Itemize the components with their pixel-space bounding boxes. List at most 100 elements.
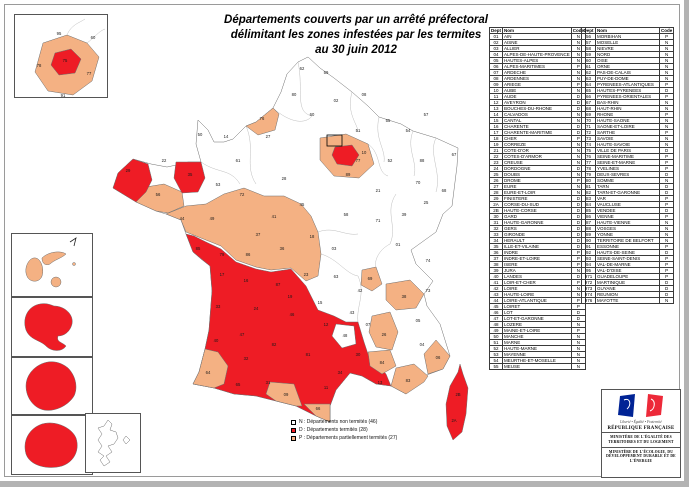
dept-number-label: 38: [402, 294, 407, 299]
france-map-svg: 59 62 80 76 27 60 02 08 51 10 55 54 57 67 68 88 52 89 21 70…: [112, 56, 469, 441]
dept-number-label: 06: [436, 355, 441, 360]
legend-label: N : Départements non termités (46): [299, 419, 378, 425]
region-35-ille-et-vilaine: [173, 161, 206, 194]
dept-number-label: 29: [126, 168, 131, 173]
north-arrow-icon: [69, 237, 77, 247]
french-flag-logo: [602, 390, 680, 420]
dept-number-label: 03: [332, 246, 337, 251]
dept-number-label: 65: [236, 382, 241, 387]
idf-dept-number-label: 60: [91, 35, 96, 40]
region-corsica: [445, 363, 469, 441]
page-frame: [4, 4, 680, 477]
dept-number-label: 80: [292, 92, 297, 97]
dept-border-squiggle: [367, 143, 389, 177]
col-header-dept: Dept: [489, 27, 503, 34]
region-76-seine-maritime: [245, 107, 280, 136]
dept-number-label: 46: [290, 312, 295, 317]
region-06-alpes-maritimes: [423, 339, 451, 375]
dept-number-label: 61: [236, 158, 241, 163]
dept-number-label: 57: [424, 112, 429, 117]
dept-number-label: 48: [343, 333, 348, 338]
dept-number-label: 13: [378, 380, 383, 385]
dept-number-label: 27: [266, 134, 271, 139]
guadeloupe-islet: [72, 262, 76, 266]
dept-table-2: Dept Nom Code 56 MORBIHAN P 57 MOSELLE N 58 NIE…: [581, 27, 675, 304]
legend-swatch: [291, 419, 296, 425]
cell-dept: 55: [489, 363, 503, 370]
dept-number-label: 01: [396, 242, 401, 247]
legend-label: D : Départements termités (28): [299, 427, 368, 433]
region-29-finistere: [112, 158, 153, 203]
dept-number-label: 24: [254, 306, 259, 311]
dept-border-squiggle: [375, 243, 391, 268]
departments-table-2: Dept Nom Code 56 MORBIHAN P 57 MOSELLE N 58 NIE…: [581, 27, 678, 304]
dept-number-label: 76: [260, 116, 265, 121]
dept-number-label: 59: [324, 70, 329, 75]
dept-number-label: 08: [362, 92, 367, 97]
guadeloupe-svg: [25, 237, 77, 288]
dept-number-label: 81: [306, 352, 311, 357]
region-64-pyrenees-atlantiques: [192, 348, 229, 389]
departments-table-1: Dept Nom Code 01 AIN N 02 AISNE N 03 ALLIER N 04 A…: [489, 27, 587, 370]
title-line-1: Départements couverts par un arrêté préf…: [224, 14, 488, 26]
dept-number-label: 42: [358, 288, 363, 293]
region-84-vaucluse: [367, 349, 397, 375]
dept-number-label: 32: [244, 356, 249, 361]
mayotte-svg: [97, 419, 131, 467]
idf-inset-map: 95 60 78 75 77 91: [14, 14, 108, 98]
dept-number-label: 14: [224, 134, 229, 139]
dept-number-label: 44: [180, 216, 185, 221]
dept-number-label: 37: [256, 232, 261, 237]
title-line-2: délimitant les zones infestées par les t…: [230, 29, 482, 41]
dept-border-squiggle: [297, 61, 313, 117]
republic-name: RÉPUBLIQUE FRANÇAISE: [607, 426, 675, 431]
cell-nom: MAYOTTE: [595, 297, 660, 304]
legend-swatch: [291, 427, 296, 433]
dept-border-squiggle: [357, 275, 362, 323]
dept-border-squiggle: [377, 116, 385, 163]
legend-item-partial: P : Départements partiellement termités …: [291, 434, 397, 442]
dept-number-label: 18: [310, 234, 315, 239]
dept-number-label: 52: [388, 158, 393, 163]
title-line-3: au 30 juin 2012: [315, 44, 397, 56]
dept-border-squiggle: [410, 130, 416, 177]
region-09-ariege: [265, 381, 303, 407]
dept-number-label: 28: [282, 176, 287, 181]
dept-number-label: 12: [324, 322, 329, 327]
dept-number-label: 26: [382, 332, 387, 337]
mayotte-islet: [122, 435, 131, 445]
ministry-logo-box: Liberté • Égalité • Fraternité RÉPUBLIQU…: [601, 389, 681, 478]
cell-nom: PYRENEES-ORIENTALES: [595, 93, 660, 100]
dept-number-label: 71: [376, 218, 381, 223]
dept-number-label: 19: [288, 294, 293, 299]
cell-nom: ALPES-DE-HAUTE-PROVENCE: [502, 51, 572, 58]
dept-number-label: 2B: [455, 392, 460, 397]
flag-wave-line: [649, 398, 655, 412]
guadeloupe-basse-terre: [25, 257, 44, 282]
idf-dept-number-label: 78: [37, 63, 42, 68]
dept-number-label: 30: [356, 352, 361, 357]
guyane-svg: [25, 361, 77, 411]
region-paris-core: [331, 144, 360, 167]
legend-label: P : Départements partiellement termités …: [299, 435, 398, 441]
dept-number-label: 83: [406, 378, 411, 383]
table-row: 65 HAUTES-PYRENEES D: [581, 87, 675, 94]
guyane-territory: [25, 361, 77, 411]
guyane-inset-map: [11, 357, 93, 415]
martinique-svg: [24, 303, 73, 351]
region-26-drome: [368, 311, 399, 351]
reunion-inset-map: [11, 415, 93, 475]
dept-number-label: 25: [424, 200, 429, 205]
idf-inset-svg: 95 60 78 75 77 91: [34, 18, 106, 97]
dept-number-label: 69: [368, 276, 373, 281]
table-row: 05 HAUTES-ALPES N: [489, 57, 587, 64]
region-loire-valley-partial: [165, 187, 322, 282]
dept-number-label: 31: [266, 380, 271, 385]
dept-number-label: 55: [386, 118, 391, 123]
table-row: 16 CHARENTE D: [489, 123, 587, 130]
dept-number-label: 60: [310, 112, 315, 117]
dept-number-label: 88: [420, 158, 425, 163]
dept-number-label: 72: [240, 192, 245, 197]
dept-number-label: 40: [214, 338, 219, 343]
martinique-inset-map: [11, 297, 93, 357]
